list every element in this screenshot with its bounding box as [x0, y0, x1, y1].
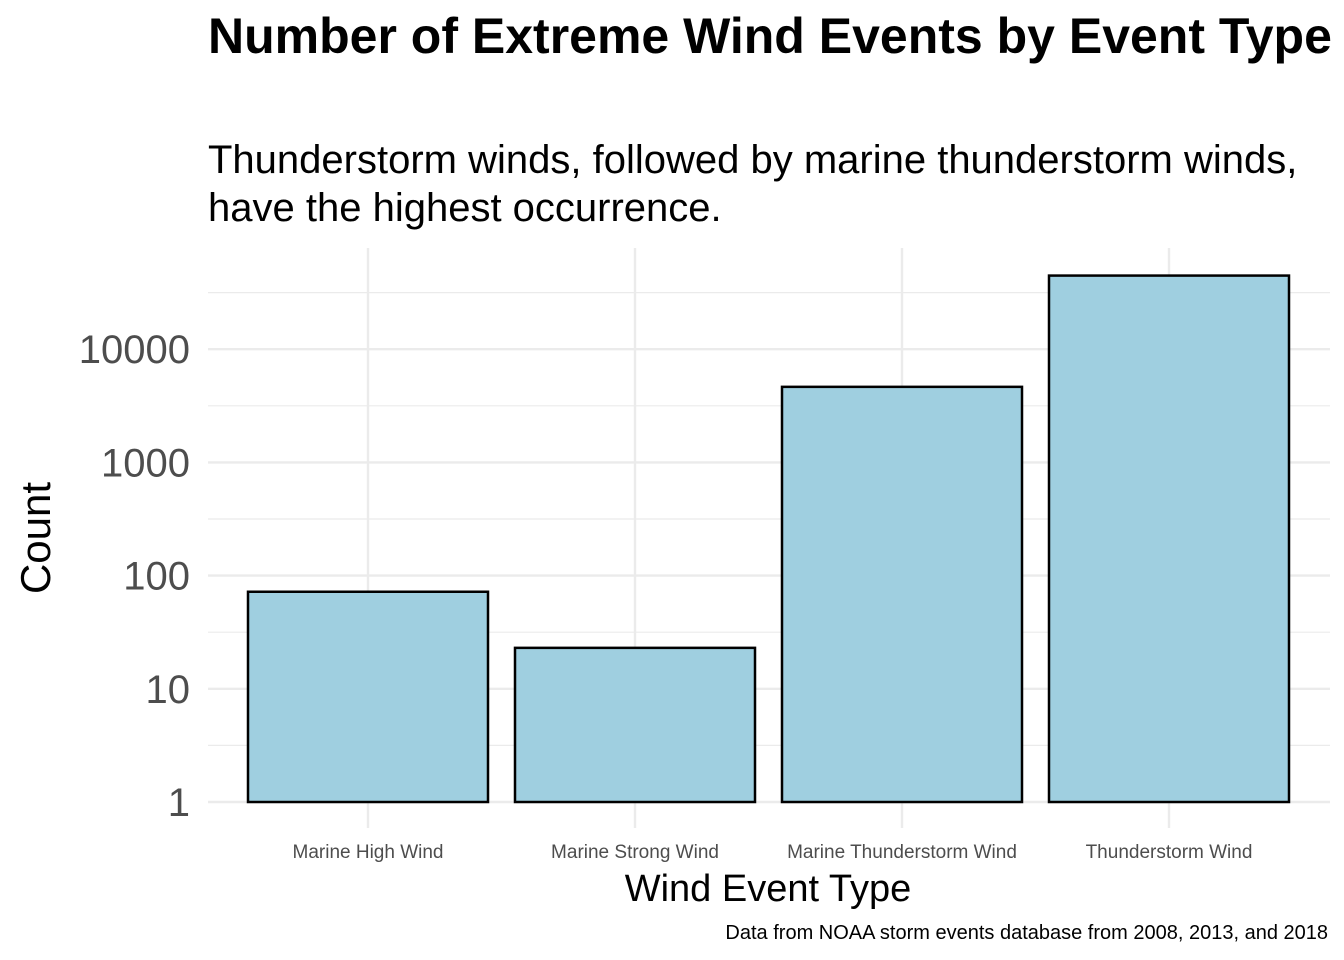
bars — [246, 274, 1291, 804]
y-tick-label: 1 — [168, 781, 190, 825]
y-tick-label: 100 — [123, 555, 190, 599]
x-axis-ticks: Marine High Wind Marine Strong Wind Marine… — [293, 842, 1253, 863]
chart-caption: Data from NOAA storm events database fro… — [725, 922, 1328, 944]
x-tick-label: Marine High Wind — [293, 842, 444, 863]
bar — [1047, 274, 1291, 804]
x-tick-label: Thunderstorm Wind — [1086, 842, 1253, 863]
y-tick-label: 10 — [146, 668, 191, 712]
bar — [780, 385, 1024, 804]
chart-title: Number of Extreme Wind Events by Event T… — [208, 8, 1332, 64]
x-axis-label: Wind Event Type — [625, 868, 912, 910]
y-tick-label: 1000 — [101, 441, 190, 485]
x-tick-label: Marine Thunderstorm Wind — [787, 842, 1017, 863]
bar — [513, 646, 757, 804]
x-tick-label: Marine Strong Wind — [551, 842, 719, 863]
chart-subtitle: Thunderstorm winds, followed by marine t… — [208, 138, 1298, 230]
y-tick-label: 10000 — [79, 328, 190, 372]
bar — [246, 590, 490, 804]
y-axis-label: Count — [12, 482, 59, 594]
y-axis-ticks: 1 10 100 1000 10000 — [79, 328, 190, 825]
